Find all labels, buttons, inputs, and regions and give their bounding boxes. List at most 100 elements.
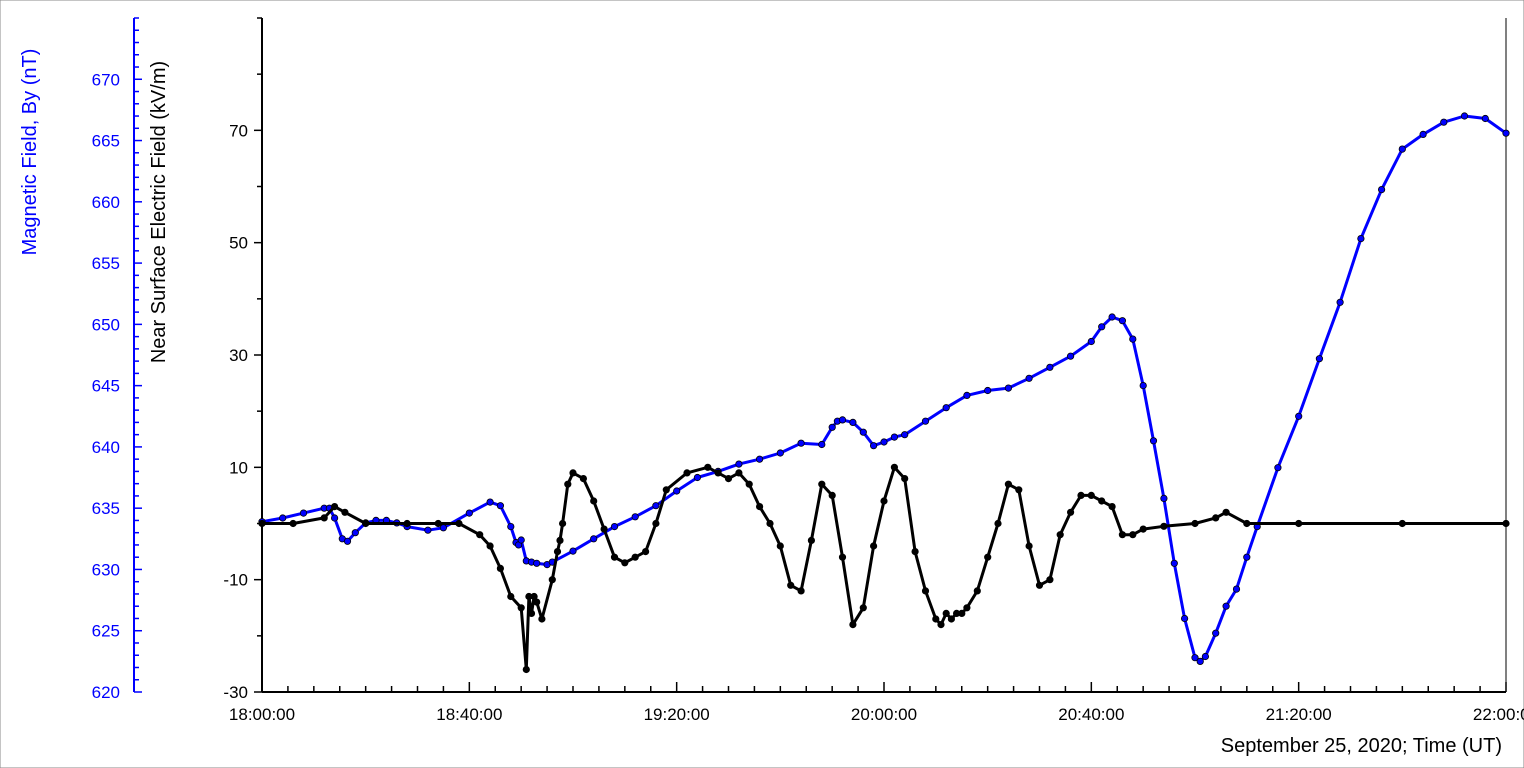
- magnetic-tick-label: 645: [92, 377, 120, 396]
- electric-field-point: [556, 536, 564, 545]
- magnetic-field-point: [330, 514, 339, 522]
- electric-field-point: [911, 547, 919, 556]
- electric-axis-label: Near Surface Electric Field (kV/m): [148, 61, 170, 363]
- magnetic-field-line: [261, 114, 1507, 663]
- electric-field-point: [745, 480, 753, 488]
- magnetic-field-point: [942, 404, 950, 412]
- magnetic-field-point: [818, 440, 826, 449]
- electric-field-point: [849, 620, 857, 629]
- electric-field-point: [1139, 525, 1147, 533]
- magnetic-field-point: [693, 473, 702, 482]
- electric-field-point: [662, 486, 670, 494]
- magnetic-field-point: [1108, 313, 1116, 321]
- electric-field-point: [994, 519, 1002, 528]
- electric-field-point: [787, 581, 795, 589]
- electric-field-point: [776, 542, 784, 550]
- magnetic-field-point: [652, 502, 660, 510]
- electric-field-point: [818, 480, 826, 488]
- electric-field-point: [704, 463, 712, 471]
- magnetic-field-point: [1336, 298, 1344, 306]
- magnetic-tick-label: 640: [92, 438, 120, 457]
- magnetic-field-point: [1191, 654, 1199, 662]
- x-axis-label: September 25, 2020; Time (UT): [1221, 735, 1502, 757]
- electric-field-point: [1098, 497, 1106, 505]
- magnetic-field-point: [424, 526, 432, 534]
- electric-field-point: [1129, 531, 1137, 539]
- electric-field-point: [797, 587, 805, 595]
- electric-field-point: [330, 502, 339, 511]
- x-tick-label: 18:40:00: [436, 705, 502, 724]
- electric-field-point: [564, 480, 572, 488]
- magnetic-field-point: [1222, 602, 1230, 610]
- magnetic-field-point: [1149, 437, 1158, 445]
- magnetic-field-point: [1232, 585, 1241, 593]
- electric-field-point: [496, 564, 504, 573]
- electric-field-point: [289, 519, 297, 528]
- electric-field-point: [1046, 576, 1054, 584]
- magnetic-field-point: [1025, 374, 1033, 382]
- magnetic-field-point: [1201, 652, 1210, 661]
- magnetic-field-point: [1087, 337, 1095, 346]
- electric-field-point: [621, 559, 629, 567]
- magnetic-field-point: [1243, 553, 1251, 561]
- electric-field-point: [807, 536, 816, 545]
- magnetic-field-point: [279, 514, 287, 522]
- magnetic-field-point: [351, 529, 359, 537]
- magnetic-field-point: [343, 537, 352, 545]
- magnetic-field-point: [1212, 629, 1220, 637]
- magnetic-field-point: [1004, 384, 1013, 392]
- magnetic-field-point: [1067, 352, 1075, 360]
- electric-field-point: [1502, 519, 1510, 528]
- electric-field-point: [341, 508, 349, 516]
- magnetic-field-point: [569, 547, 577, 555]
- x-tick-label: 20:00:00: [851, 705, 917, 724]
- electric-field-point: [1087, 491, 1095, 499]
- magnetic-field-point: [797, 439, 805, 447]
- magnetic-field-point: [590, 535, 598, 543]
- electric-field-point: [527, 609, 536, 618]
- electric-field-point: [1025, 542, 1033, 550]
- electric-field-point: [1035, 581, 1044, 589]
- electric-field-point: [1212, 514, 1220, 522]
- magnetic-field-point: [1170, 559, 1178, 567]
- x-tick-label: 20:40:00: [1058, 705, 1124, 724]
- electric-field-point: [558, 519, 567, 528]
- x-tick-label: 19:20:00: [644, 705, 710, 724]
- magnetic-field-point: [901, 431, 909, 439]
- electric-field-point: [320, 514, 328, 522]
- axes: -30 -10 10 30 50 70 620 625 630 635 640 645 650 655 66…: [92, 17, 1524, 724]
- electric-field-point: [683, 469, 691, 477]
- electric-field-point: [600, 525, 608, 533]
- magnetic-field-point: [890, 433, 899, 441]
- magnetic-field-point: [735, 460, 743, 468]
- magnetic-field-point: [1098, 323, 1106, 331]
- electric-tick-label: -30: [223, 683, 248, 702]
- electric-field-point: [455, 519, 463, 528]
- magnetic-field-point: [673, 487, 681, 495]
- electric-tick-label: 10: [229, 458, 248, 477]
- electric-field-point: [1243, 519, 1251, 528]
- electric-field-point: [942, 609, 950, 618]
- electric-field-point: [1004, 480, 1013, 488]
- magnetic-field-point: [921, 417, 930, 425]
- magnetic-field-point: [496, 502, 504, 510]
- magnetic-tick-label: 655: [92, 254, 120, 273]
- electric-field-point: [1191, 519, 1199, 528]
- electric-field-point: [553, 547, 562, 556]
- magnetic-field-point: [838, 416, 847, 424]
- electric-field-point: [1077, 491, 1085, 499]
- magnetic-field-point: [517, 536, 525, 544]
- electric-field-point: [901, 474, 909, 483]
- electric-field-point: [590, 497, 598, 505]
- magnetic-field-point: [755, 455, 764, 463]
- electric-field-point: [533, 598, 541, 606]
- electric-field-point: [486, 542, 494, 550]
- magnetic-field-point: [1160, 494, 1168, 502]
- magnetic-field-point: [1419, 130, 1427, 138]
- electric-field-point: [631, 553, 639, 561]
- magnetic-field-point: [507, 522, 515, 531]
- electric-field-point: [947, 615, 956, 623]
- electric-tick-label: 30: [229, 346, 248, 365]
